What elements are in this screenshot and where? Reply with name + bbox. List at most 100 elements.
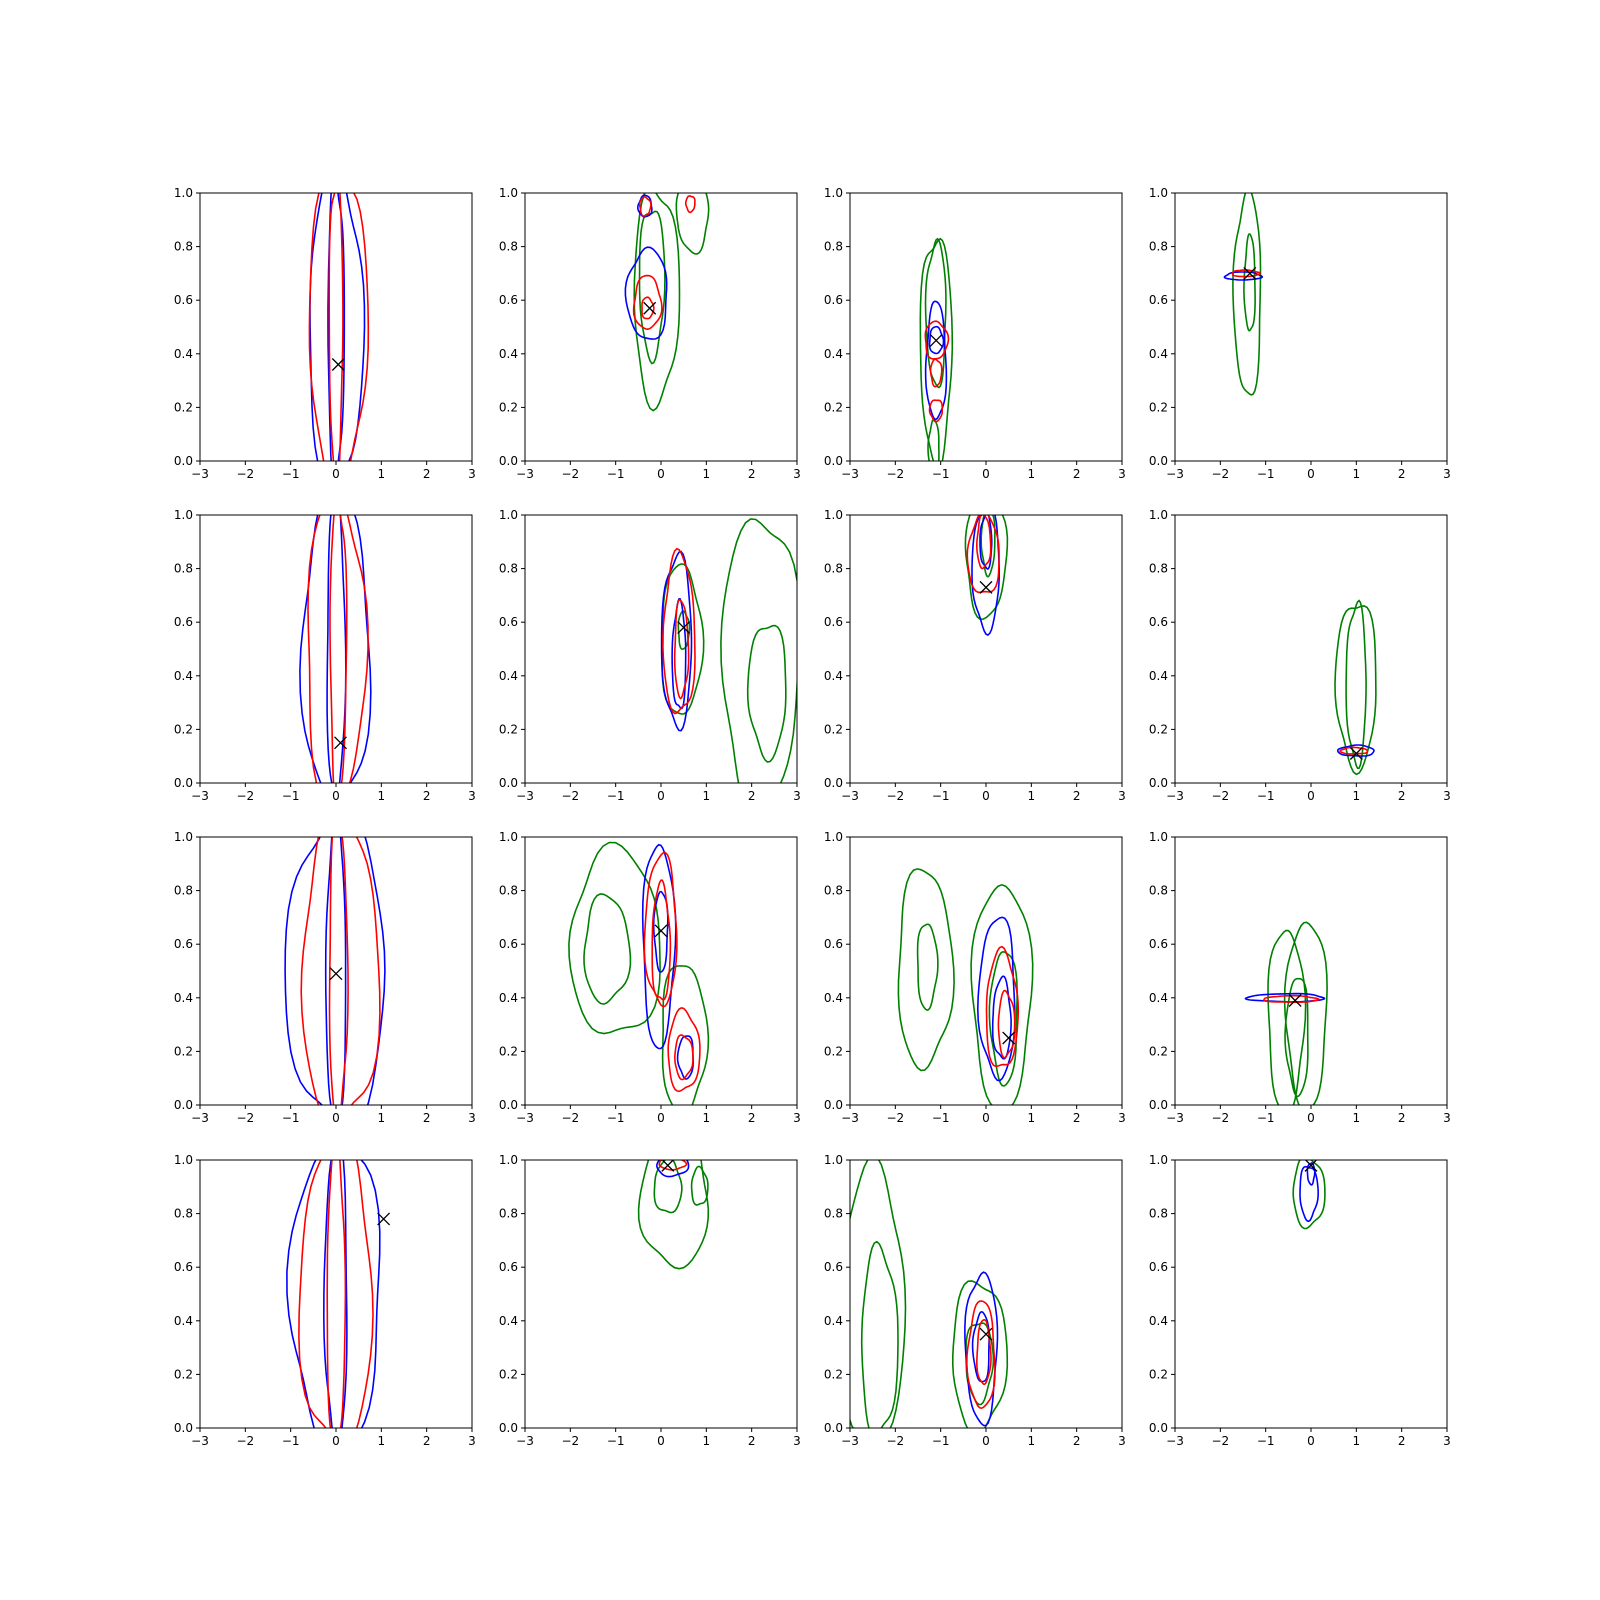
- red-contour: [328, 837, 349, 1105]
- x-tick-label: 2: [1073, 1111, 1081, 1125]
- contour-group: [897, 868, 1034, 1105]
- x-marker: [377, 1212, 391, 1226]
- y-tick-label: 0.8: [824, 1207, 843, 1221]
- y-tick-label: 0.8: [1149, 1207, 1168, 1221]
- y-tick-label: 0.0: [499, 1098, 518, 1112]
- x-marker: [329, 967, 343, 981]
- x-tick-label: −3: [516, 1434, 534, 1448]
- contour-group: [624, 193, 710, 412]
- y-tick-label: 0.4: [824, 347, 843, 361]
- y-tick-label: 0.2: [1149, 722, 1168, 736]
- x-tick-label: 3: [468, 789, 476, 803]
- x-tick-label: −1: [282, 1434, 300, 1448]
- red-contour: [1339, 746, 1369, 755]
- y-tick-label: 0.8: [1149, 240, 1168, 254]
- x-marker: [1304, 1160, 1318, 1172]
- x-tick-label: −2: [236, 467, 254, 481]
- y-tick-label: 0.8: [824, 562, 843, 576]
- y-tick-label: 0.0: [824, 1421, 843, 1435]
- axes-frame: [199, 514, 473, 784]
- y-tick-label: 0.4: [499, 669, 518, 683]
- y-tick-label: 0.6: [174, 293, 193, 307]
- panel-4-4: −3 −2 −1 0 1 2 3 0.0 0.2 0.4 0.6 0.8 1.0: [1149, 1153, 1451, 1448]
- y-tick-label: 0.6: [174, 1260, 193, 1274]
- y-tick-label: 0.4: [824, 1314, 843, 1328]
- x-tick-label: −3: [191, 1434, 209, 1448]
- panel-2-2: −3 −2 −1 0 1 2 3 0.0 0.2 0.4 0.6 0.8 1.0: [499, 508, 801, 803]
- x-tick-label: 2: [748, 1111, 756, 1125]
- blue-contour: [1336, 744, 1375, 757]
- green-contour: [970, 883, 1034, 1105]
- y-tick-label: 0.0: [1149, 454, 1168, 468]
- y-tick-label: 0.6: [824, 937, 843, 951]
- green-contour: [1283, 921, 1328, 1105]
- y-tick-label: 0.4: [174, 347, 193, 361]
- contour-group: [568, 841, 710, 1105]
- y-tick-label: 0.2: [174, 1044, 193, 1058]
- contour-group: [308, 193, 370, 461]
- contour-group: [1334, 599, 1377, 776]
- red-contour: [328, 193, 344, 461]
- red-contour: [975, 515, 992, 570]
- x-tick-label: 0: [332, 467, 340, 481]
- x-tick-label: 1: [1353, 1111, 1361, 1125]
- green-contour: [1292, 1160, 1326, 1230]
- x-tick-label: 2: [423, 1111, 431, 1125]
- green-contour: [638, 210, 666, 365]
- x-marker: [331, 358, 345, 371]
- x-tick-label: −2: [1211, 1434, 1229, 1448]
- y-tick-label: 1.0: [1149, 830, 1168, 844]
- panel-2-4: −3 −2 −1 0 1 2 3 0.0 0.2 0.4 0.6 0.8 1.0: [1149, 508, 1451, 803]
- y-tick-label: 0.0: [824, 776, 843, 790]
- contour-group: [286, 1160, 391, 1428]
- green-contour: [980, 515, 996, 578]
- x-marker: [979, 580, 993, 594]
- x-tick-label: −2: [561, 789, 579, 803]
- y-tick-label: 0.0: [824, 454, 843, 468]
- axes-frame: [849, 1159, 1123, 1429]
- blue-contour: [299, 515, 372, 783]
- x-tick-label: 3: [1443, 1111, 1451, 1125]
- x-marker: [654, 924, 668, 938]
- x-tick-label: −1: [282, 1111, 300, 1125]
- y-tick-label: 0.2: [1149, 1367, 1168, 1381]
- x-tick-label: −2: [886, 467, 904, 481]
- y-tick-label: 0.4: [499, 1314, 518, 1328]
- blue-contour: [924, 300, 948, 421]
- panel-3-2: −3 −2 −1 0 1 2 3 0.0 0.2 0.4 0.6 0.8 1.0: [499, 830, 801, 1125]
- y-tick-label: 0.4: [174, 669, 193, 683]
- red-contour: [975, 1318, 992, 1385]
- x-tick-label: 1: [378, 1434, 386, 1448]
- y-tick-label: 1.0: [174, 1153, 193, 1167]
- x-tick-label: −1: [607, 1111, 625, 1125]
- y-tick-label: 0.0: [174, 1421, 193, 1435]
- x-tick-label: 2: [423, 1434, 431, 1448]
- green-contour: [1345, 599, 1367, 770]
- y-tick-label: 0.2: [824, 400, 843, 414]
- x-tick-label: 1: [1353, 467, 1361, 481]
- panel-1-2: −3 −2 −1 0 1 2 3 0.0 0.2 0.4 0.6 0.8 1.0: [499, 186, 801, 481]
- green-contour: [1232, 193, 1262, 396]
- x-tick-label: 1: [703, 1111, 711, 1125]
- x-tick-label: 1: [703, 789, 711, 803]
- red-contour: [667, 1007, 701, 1093]
- y-tick-label: 0.6: [1149, 615, 1168, 629]
- panel-2-1: −3 −2 −1 0 1 2 3 0.0 0.2 0.4 0.6 0.8 1.0: [174, 508, 476, 803]
- axes-frame: [199, 192, 473, 462]
- x-tick-label: −3: [516, 467, 534, 481]
- axes-frame: [849, 192, 1123, 462]
- x-tick-label: 3: [793, 789, 801, 803]
- x-tick-label: −3: [1166, 467, 1184, 481]
- y-tick-label: 0.6: [174, 937, 193, 951]
- green-contour: [633, 193, 681, 412]
- red-contour: [1263, 994, 1320, 1003]
- x-marker: [929, 333, 943, 347]
- x-tick-label: 1: [378, 467, 386, 481]
- red-contour: [308, 193, 370, 461]
- y-tick-label: 0.4: [174, 1314, 193, 1328]
- y-tick-label: 0.2: [824, 1044, 843, 1058]
- blue-contour: [655, 1160, 690, 1178]
- axes-frame: [199, 1159, 473, 1429]
- panel-1-4: −3 −2 −1 0 1 2 3 0.0 0.2 0.4 0.6 0.8 1.0: [1149, 186, 1451, 481]
- x-tick-label: 0: [982, 1434, 990, 1448]
